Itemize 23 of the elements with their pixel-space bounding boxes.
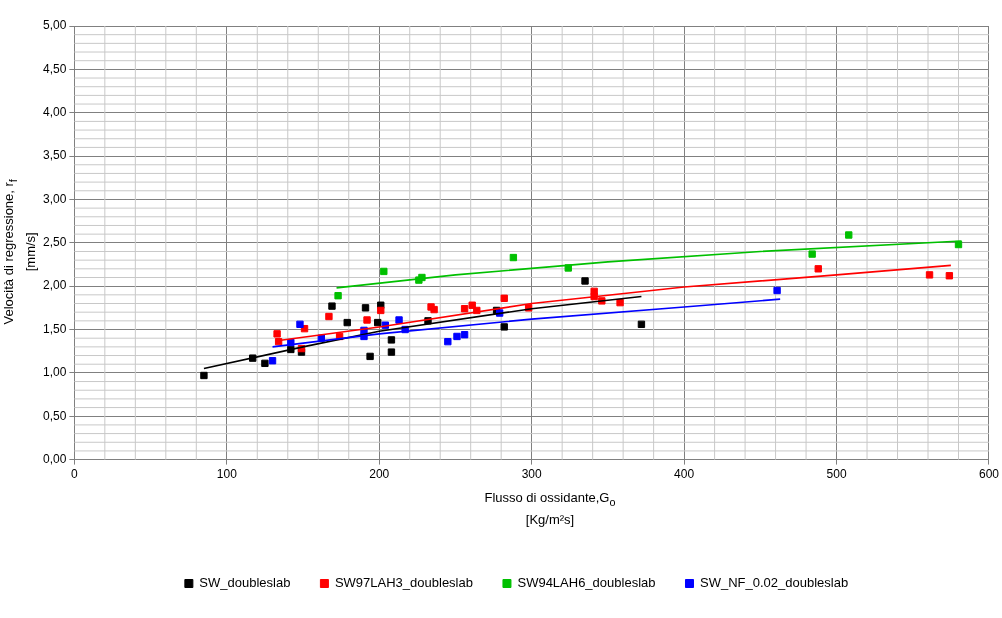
x-tick-label: 500	[826, 467, 847, 482]
y-tick-label: 4,00	[43, 105, 67, 120]
y-tick-label: 3,00	[43, 191, 67, 206]
text: Flusso di ossidante,G$_{o}$ [Kg/m²s]	[484, 490, 616, 527]
legend-label: SW97LAH3_doubleslab	[334, 575, 473, 591]
x-tick-label: 200	[369, 467, 390, 482]
x-tick-label: 600	[978, 467, 1000, 482]
y-tick-label: 2,00	[43, 278, 67, 293]
y-tick-label: 2,50	[43, 235, 67, 250]
legend-label: SW_doubleslab	[199, 575, 291, 591]
y-tick-label: 4,50	[43, 61, 67, 76]
x-tick-label: 400	[674, 467, 695, 482]
x-tick-label: 100	[216, 467, 238, 482]
y-tick-label: 0,50	[43, 408, 67, 423]
y-tick-label: 1,00	[43, 365, 67, 380]
x-tick-label: 300	[521, 467, 542, 482]
legend-label: SW94LAH6_doubleslab	[517, 575, 656, 591]
legend-label: SW_NF_0.02_doubleslab	[699, 575, 849, 591]
y-tick-label: 5,00	[43, 18, 67, 33]
y-tick-label: 3,50	[43, 148, 67, 163]
x-tick-label: 0	[71, 467, 79, 482]
y-tick-label: 1,50	[43, 321, 67, 336]
y-tick-label: 0,00	[43, 451, 67, 466]
